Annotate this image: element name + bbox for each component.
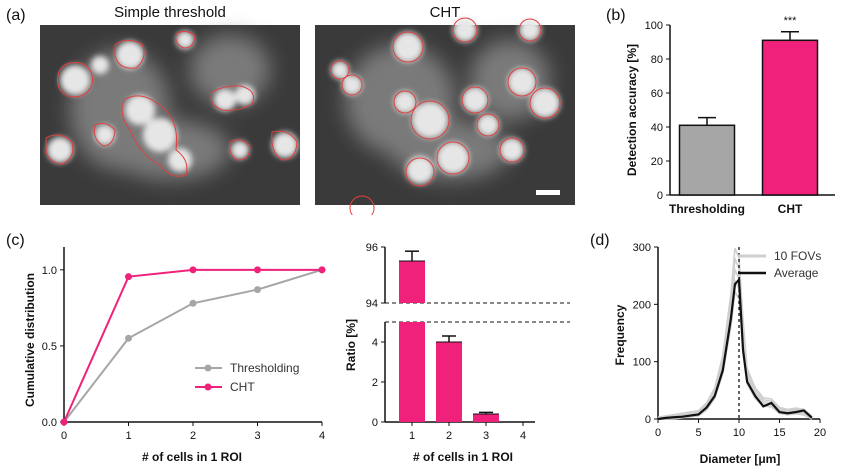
d-series-line-fov xyxy=(658,289,813,420)
b-bar-cht xyxy=(761,39,819,196)
image-title-threshold: Simple threshold xyxy=(114,4,226,21)
c2-x-tick-label: 3 xyxy=(483,430,489,442)
c2-bar-lower xyxy=(399,322,425,422)
microscopy-image-threshold xyxy=(40,25,300,205)
image-title-cht: CHT xyxy=(430,4,461,21)
c1-y-tick-label: 0.5 xyxy=(42,341,57,353)
c1-y-tick-label: 1.0 xyxy=(42,265,57,277)
d-y-tick-label: 200 xyxy=(633,299,651,311)
c2-x-axis-title: # of cells in 1 ROI xyxy=(413,450,513,464)
c2-bar-upper xyxy=(399,261,425,303)
d-x-axis-title: Diameter [μm] xyxy=(700,452,781,466)
d-series-line-fov xyxy=(657,255,813,419)
panel-label-b: (b) xyxy=(606,7,626,24)
microscopy-image-cht xyxy=(315,17,575,215)
panel-label-a: (a) xyxy=(6,7,26,24)
c1-point-thresholding xyxy=(254,286,261,294)
c2-y-axis-title: Ratio [%] xyxy=(344,319,358,371)
panel-label-d: (d) xyxy=(590,232,610,249)
c2-y-tick-label: 94 xyxy=(366,298,378,310)
panel-a: (a) Simple threshold CHT xyxy=(6,4,575,215)
c2-x-tick-label: 1 xyxy=(409,430,415,442)
b-y-tick-label: 100 xyxy=(645,20,663,32)
d-y-tick-label: 100 xyxy=(633,357,651,369)
scale-bar xyxy=(536,190,560,195)
c1-y-tick-label: 0.0 xyxy=(42,417,57,429)
b-y-tick-label: 40 xyxy=(651,122,663,134)
c2-x-tick-label: 4 xyxy=(520,430,526,442)
c1-x-tick-label: 0 xyxy=(61,430,67,442)
d-x-tick-label: 10 xyxy=(733,427,745,439)
b-y-tick-label: 60 xyxy=(651,88,663,100)
c1-x-tick-label: 4 xyxy=(319,430,325,442)
c1-point-cht xyxy=(254,266,261,274)
d-y-axis-title: Frequency xyxy=(613,304,627,365)
c1-series-line-thresholding xyxy=(63,268,323,423)
c1-legend-label: CHT xyxy=(230,380,255,394)
c1-legend-label: Thresholding xyxy=(230,361,299,375)
d-legend-label: 10 FOVs xyxy=(774,249,821,263)
c1-point-cht xyxy=(60,418,68,426)
panel-b-bar-chart: (b) Detection accuracy [%] 0 20 40 60 80 100 T… xyxy=(606,7,835,216)
c2-y-tick-label: 96 xyxy=(366,242,378,254)
b-y-tick-label: 0 xyxy=(657,190,663,202)
c2-x-tick-label: 2 xyxy=(446,430,452,442)
c1-x-tick-label: 2 xyxy=(190,430,196,442)
c2-y-tick-label: 0 xyxy=(372,417,378,429)
panel-c-bar-chart: Ratio [%] # of cells in 1 ROI 96 94 4 2 0 1 2 3… xyxy=(344,242,570,464)
b-x-tick-label: Thresholding xyxy=(669,202,745,216)
d-series-line-fov xyxy=(657,266,813,420)
d-x-tick-label: 5 xyxy=(695,427,701,439)
c1-series-line-cht xyxy=(63,268,322,423)
d-series-line-average xyxy=(657,276,813,421)
b-y-tick-label: 20 xyxy=(651,156,663,168)
c1-y-axis-title: Cumulative distribution xyxy=(23,273,37,407)
panel-c-line-chart: (c) Cumulative distribution # of cells i… xyxy=(6,232,326,464)
c1-point-thresholding xyxy=(189,299,197,307)
c1-point-thresholding xyxy=(125,334,132,342)
c2-y-tick-label: 2 xyxy=(372,377,378,389)
c1-legend-marker xyxy=(204,383,212,391)
b-y-axis-title: Detection accuracy [%] xyxy=(625,44,639,176)
d-x-tick-label: 15 xyxy=(773,427,785,439)
d-x-tick-label: 0 xyxy=(655,427,661,439)
d-legend-label: Average xyxy=(774,266,819,280)
c2-bar xyxy=(473,414,499,422)
c1-legend-marker xyxy=(204,364,212,372)
d-x-tick-label: 20 xyxy=(814,427,826,439)
d-y-tick-label: 0 xyxy=(645,414,651,426)
c1-point-cht xyxy=(189,266,197,274)
d-y-tick-label: 300 xyxy=(633,242,651,254)
c1-x-axis-title: # of cells in 1 ROI xyxy=(142,450,242,464)
d-series-line-fov xyxy=(657,247,813,418)
c2-bar xyxy=(436,342,462,422)
c1-x-tick-label: 3 xyxy=(254,430,260,442)
b-bar-thresholding xyxy=(678,124,736,196)
c1-point-cht xyxy=(318,266,326,274)
c2-y-tick-label: 4 xyxy=(372,337,378,349)
panel-label-c: (c) xyxy=(6,232,25,249)
d-series-line-fov xyxy=(657,278,813,420)
c1-point-cht xyxy=(125,273,132,281)
b-significance-label: *** xyxy=(784,15,798,27)
b-x-tick-label: CHT xyxy=(778,202,803,216)
panel-d-line-chart: (d) Frequency Diameter [μm] 0 100 200 300 0 5… xyxy=(590,232,826,466)
c1-x-tick-label: 1 xyxy=(125,430,131,442)
b-y-tick-label: 80 xyxy=(651,54,663,66)
